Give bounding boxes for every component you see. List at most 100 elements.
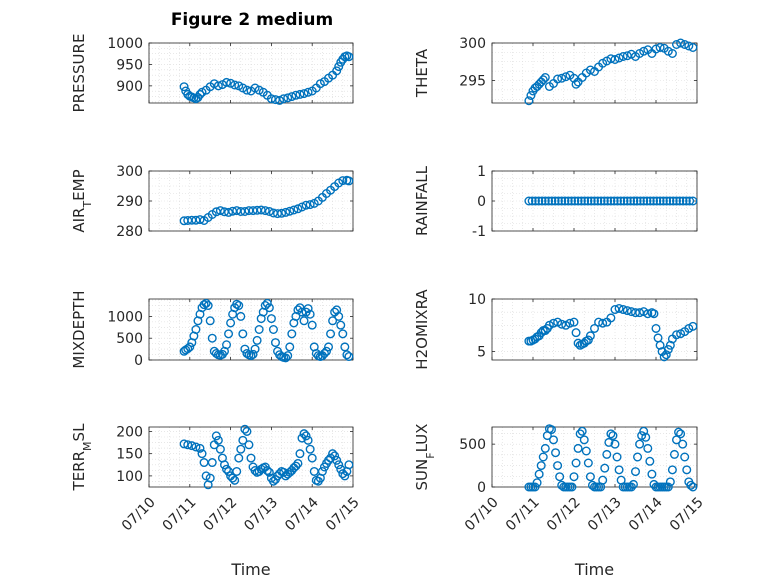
data-point: [557, 73, 567, 83]
data-point: [179, 82, 189, 92]
data-point: [326, 329, 336, 339]
data-point: [526, 90, 536, 100]
y-axis-label-part: AIR: [70, 208, 88, 233]
data-point: [197, 449, 207, 459]
data-point: [614, 53, 624, 63]
data-point: [270, 338, 280, 348]
data-point: [234, 453, 244, 463]
data-point: [571, 328, 581, 338]
data-point: [530, 196, 540, 206]
data-point: [238, 435, 248, 445]
x-tick-label: 07/10: [462, 494, 502, 534]
subplot-5: 0 500 1000 MIXDEPTH: [70, 290, 354, 369]
data-point: [618, 52, 628, 62]
data-point: [680, 40, 690, 50]
x-tick-label: 07/15: [667, 494, 707, 534]
data-point: [609, 196, 619, 206]
data-point: [285, 206, 295, 216]
data-point: [688, 196, 698, 206]
data-point: [203, 301, 213, 311]
data-point: [252, 335, 262, 345]
axes-box: [491, 298, 698, 361]
data-point: [299, 89, 309, 99]
data-point: [626, 307, 636, 317]
data-point: [631, 467, 641, 477]
data-point: [213, 81, 223, 91]
data-point: [637, 431, 647, 441]
data-point: [583, 335, 593, 345]
x-tick-label: 07/14: [626, 494, 666, 534]
data-point: [215, 444, 225, 454]
data-point: [655, 196, 665, 206]
data-point: [230, 80, 240, 90]
y-axis-label-part: EMP: [70, 169, 88, 200]
data-point: [678, 196, 688, 206]
data-point: [332, 66, 342, 76]
data-point: [264, 467, 274, 477]
data-point: [254, 325, 264, 335]
data-point: [536, 461, 546, 471]
data-point: [283, 93, 293, 103]
data-point: [652, 196, 662, 206]
data-point: [224, 207, 234, 217]
data-point: [555, 472, 565, 482]
data-point: [207, 458, 217, 468]
data-point: [334, 460, 344, 470]
y-tick-label: 5: [477, 345, 486, 361]
data-point: [672, 330, 682, 340]
data-point: [305, 200, 315, 210]
data-point: [635, 439, 645, 449]
data-point: [663, 344, 673, 354]
data-point: [550, 196, 560, 206]
data-point: [585, 472, 595, 482]
subplot-7: 07/10 07/11 07/12 07/13 07/14 07/15 100 150 200 T…: [70, 423, 363, 579]
data-point: [328, 316, 338, 326]
y-tick-label: 1000: [107, 309, 143, 325]
data-point: [195, 89, 205, 99]
data-point: [573, 196, 583, 206]
subplot-8: 07/10 07/11 07/12 07/13 07/14 07/15 0 500 SUNFLU…: [413, 424, 707, 579]
data-point: [643, 309, 653, 319]
data-point: [232, 299, 242, 309]
data-point: [665, 477, 675, 487]
data-point: [645, 456, 655, 466]
data-point: [546, 425, 556, 435]
data-point: [524, 196, 534, 206]
data-point: [273, 209, 283, 219]
data-point: [655, 340, 665, 350]
data-point: [602, 449, 612, 459]
data-point: [685, 196, 695, 206]
data-point: [334, 311, 344, 321]
data-point: [659, 352, 669, 362]
data-point: [680, 452, 690, 462]
axes-box: [148, 426, 354, 488]
y-tick-label: 950: [116, 57, 143, 73]
page-title: Figure 2 medium: [170, 10, 334, 30]
data-point: [641, 432, 651, 442]
data-point: [303, 435, 313, 445]
data-point: [649, 309, 659, 319]
data-point: [191, 442, 201, 452]
data-point: [570, 196, 580, 206]
data-point: [534, 196, 544, 206]
y-tick-label: 150: [116, 447, 143, 463]
data-point: [344, 460, 354, 470]
data-point: [628, 479, 638, 489]
data-point: [291, 461, 301, 471]
data-point: [610, 439, 620, 449]
data-point: [340, 471, 350, 481]
x-tick-label: 07/15: [323, 494, 363, 534]
data-point: [612, 196, 622, 206]
data-point: [540, 196, 550, 206]
data-point: [236, 444, 246, 454]
data-point: [658, 196, 668, 206]
y-tick-label: 300: [459, 36, 486, 52]
data-point: [647, 469, 657, 479]
data-point: [266, 314, 276, 324]
data-point: [675, 196, 685, 206]
data-point: [571, 79, 581, 89]
data-point: [234, 301, 244, 311]
data-point: [242, 426, 252, 436]
data-point: [305, 444, 315, 454]
